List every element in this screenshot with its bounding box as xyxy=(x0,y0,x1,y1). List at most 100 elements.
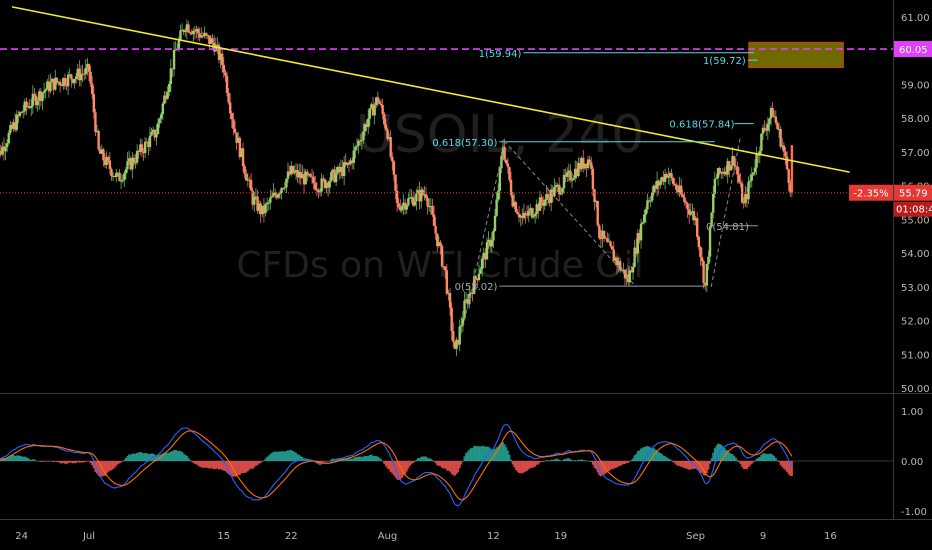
macd-histogram-bar xyxy=(60,461,63,464)
candle-body xyxy=(505,159,508,164)
macd-histogram-bar xyxy=(46,460,49,462)
macd-histogram-bar xyxy=(502,442,505,461)
candle-body xyxy=(217,44,221,60)
candle-body xyxy=(471,292,474,294)
candle-body xyxy=(50,78,54,83)
candle-body xyxy=(384,124,388,130)
candle-body xyxy=(148,135,152,147)
macd-histogram-bar xyxy=(725,449,728,461)
macd-histogram-bar xyxy=(779,461,782,466)
macd-histogram-bar xyxy=(492,449,495,461)
macd-histogram-bar xyxy=(344,458,347,461)
macd-histogram-bar xyxy=(384,461,387,467)
candle-body xyxy=(591,168,595,190)
candle-body xyxy=(599,238,603,240)
macd-histogram-bar xyxy=(39,461,42,462)
candle-body xyxy=(543,199,546,206)
candle-body xyxy=(739,182,742,184)
candle-body xyxy=(415,193,418,202)
macd-histogram-bar xyxy=(726,450,729,461)
macd-histogram-bar xyxy=(181,451,184,461)
candle-body xyxy=(676,189,680,193)
macd-histogram-bar xyxy=(696,461,699,470)
price-tick-label: 51.00 xyxy=(901,350,930,361)
macd-histogram-bar xyxy=(649,447,652,461)
macd-histogram-bar xyxy=(750,461,753,464)
candle-body xyxy=(516,211,519,214)
candle-body xyxy=(145,141,148,143)
candle-body xyxy=(700,257,704,262)
candle-body xyxy=(789,183,792,192)
macd-histogram-bar xyxy=(330,459,333,461)
macd-histogram-bar xyxy=(293,451,296,461)
macd-histogram-bar xyxy=(266,456,269,461)
candle-body xyxy=(760,133,763,151)
candle-body xyxy=(779,128,782,147)
macd-histogram-bar xyxy=(540,461,543,462)
macd-histogram-bar xyxy=(675,461,678,465)
macd-histogram-bar xyxy=(672,461,675,463)
candle-body xyxy=(474,276,477,279)
macd-histogram-bar xyxy=(453,461,456,476)
macd-histogram-bar xyxy=(99,461,102,478)
macd-histogram-bar xyxy=(524,461,527,472)
macd-histogram-bar xyxy=(429,458,432,461)
candle-body xyxy=(283,187,286,189)
candle-body xyxy=(602,230,606,238)
candle-body xyxy=(667,175,670,178)
candle-body xyxy=(761,127,765,134)
macd-histogram-bar xyxy=(235,461,238,477)
candle-body xyxy=(347,162,351,165)
macd-histogram-bar xyxy=(441,461,444,468)
candle-body xyxy=(771,108,774,117)
macd-histogram-bar xyxy=(577,459,580,461)
macd-histogram-bar xyxy=(291,450,294,461)
candle-body xyxy=(294,170,298,172)
macd-histogram-bar xyxy=(166,452,169,461)
macd-histogram-bar xyxy=(206,461,209,468)
candle-body xyxy=(288,171,291,175)
macd-histogram-bar xyxy=(262,460,265,461)
candle-body xyxy=(100,149,104,154)
macd-histogram-bar xyxy=(169,451,172,461)
macd-histogram-bar xyxy=(144,453,147,461)
macd-histogram-bar xyxy=(160,454,163,461)
price-tick-label: 54.00 xyxy=(901,249,930,260)
candle-body xyxy=(525,214,529,216)
candle-body xyxy=(566,172,569,177)
candle-body xyxy=(480,258,484,269)
macd-histogram-bar xyxy=(243,461,246,473)
macd-histogram-bar xyxy=(410,461,413,464)
macd-histogram-bar xyxy=(347,458,350,461)
candle-body xyxy=(2,146,6,152)
candle-body xyxy=(476,278,479,281)
candle-body xyxy=(169,68,173,84)
macd-histogram-bar xyxy=(213,461,216,470)
candle-body xyxy=(740,183,744,203)
candle-body xyxy=(296,170,299,178)
macd-histogram-bar xyxy=(185,455,188,461)
macd-histogram-bar xyxy=(721,446,724,461)
candle-body xyxy=(370,104,373,109)
macd-histogram-bar xyxy=(132,453,135,461)
macd-histogram-bar xyxy=(163,452,166,461)
time-tick-label: Sep xyxy=(686,531,705,542)
candle-body xyxy=(617,261,620,266)
macd-histogram-bar xyxy=(513,461,516,468)
candle-body xyxy=(123,173,126,181)
macd-histogram-bar xyxy=(20,456,23,461)
macd-histogram-bar xyxy=(282,451,285,461)
candle-body xyxy=(216,44,219,46)
macd-histogram-bar xyxy=(713,448,716,461)
macd-histogram-bar xyxy=(745,461,748,470)
candle-body xyxy=(400,205,404,211)
candle-body xyxy=(766,123,770,131)
candle-body xyxy=(546,194,550,198)
candle-body xyxy=(582,157,585,169)
candle-body xyxy=(254,196,258,198)
candle-body xyxy=(434,225,437,234)
candle-body xyxy=(601,230,604,239)
candle-body xyxy=(315,189,319,191)
candle-body xyxy=(721,172,725,174)
